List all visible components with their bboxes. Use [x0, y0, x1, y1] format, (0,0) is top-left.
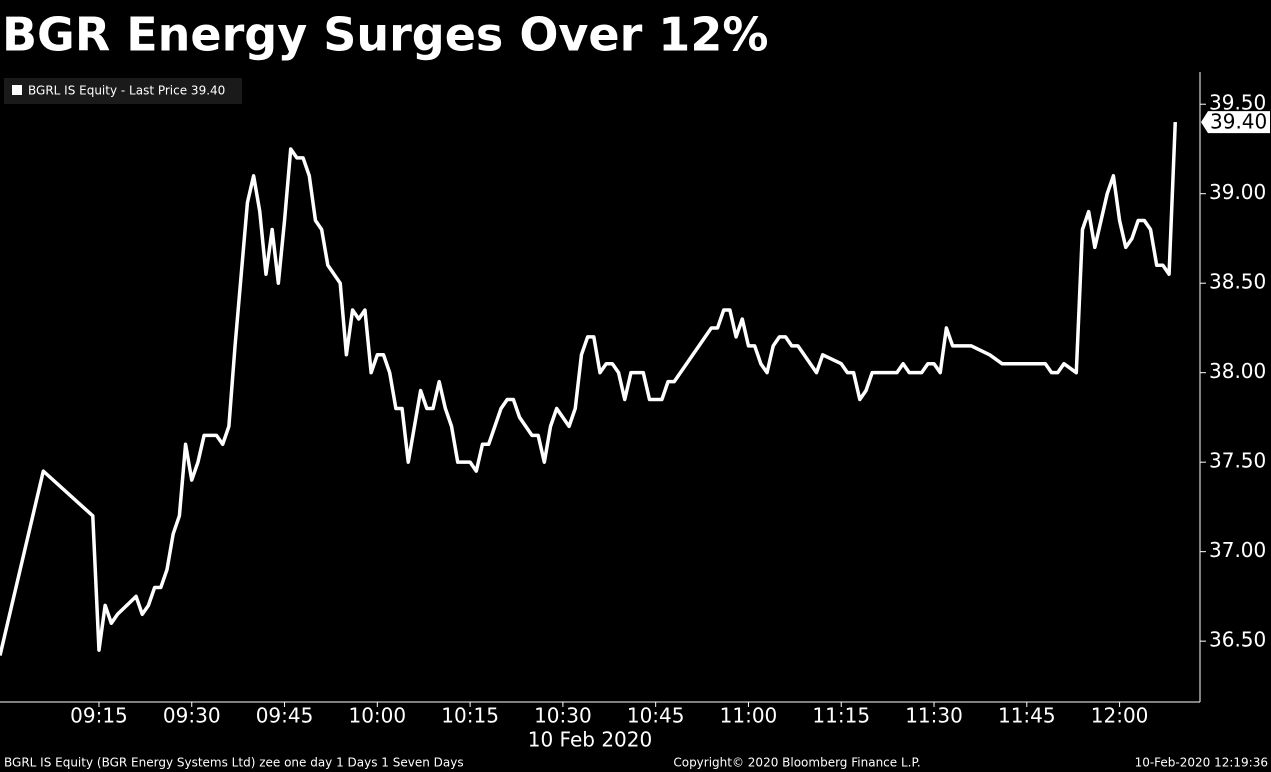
x-tick-label: 11:45: [998, 704, 1056, 728]
x-tick-label: 09:15: [70, 704, 128, 728]
y-tick-label: 37.00: [1209, 538, 1266, 562]
x-tick-label: 11:15: [812, 704, 870, 728]
x-tick-label: 10:15: [441, 704, 499, 728]
y-tick-label: 38.00: [1209, 359, 1266, 383]
x-tick-label: 10:45: [627, 704, 685, 728]
legend-entry: BGRL IS Equity - Last Price 39.40: [28, 84, 225, 98]
x-tick-label: 10:00: [348, 704, 406, 728]
last-price-marker: [1201, 111, 1270, 134]
x-tick-label: 11:30: [905, 704, 963, 728]
footer-right: 10-Feb-2020 12:19:36: [1135, 756, 1268, 770]
y-tick-label: 39.00: [1209, 180, 1266, 204]
footer-center: Copyright© 2020 Bloomberg Finance L.P.: [673, 756, 920, 770]
x-tick-label: 11:00: [720, 704, 778, 728]
x-axis-label: 10 Feb 2020: [528, 728, 652, 752]
footer-left: BGRL IS Equity (BGR Energy Systems Ltd) …: [4, 756, 464, 770]
x-tick-label: 09:30: [163, 704, 221, 728]
x-tick-label: 10:30: [534, 704, 592, 728]
x-tick-label: 12:00: [1091, 704, 1149, 728]
legend-box: [4, 78, 242, 104]
y-tick-label: 38.50: [1209, 270, 1266, 294]
chart-title: BGR Energy Surges Over 12%: [2, 8, 768, 62]
last-price-label: 39.40: [1210, 110, 1267, 134]
y-tick-label: 36.50: [1209, 628, 1266, 652]
y-tick-label: 39.50: [1209, 91, 1266, 115]
price-line: [0, 122, 1178, 656]
y-tick-label: 37.50: [1209, 449, 1266, 473]
legend-swatch: [12, 85, 22, 95]
x-tick-label: 09:45: [256, 704, 314, 728]
